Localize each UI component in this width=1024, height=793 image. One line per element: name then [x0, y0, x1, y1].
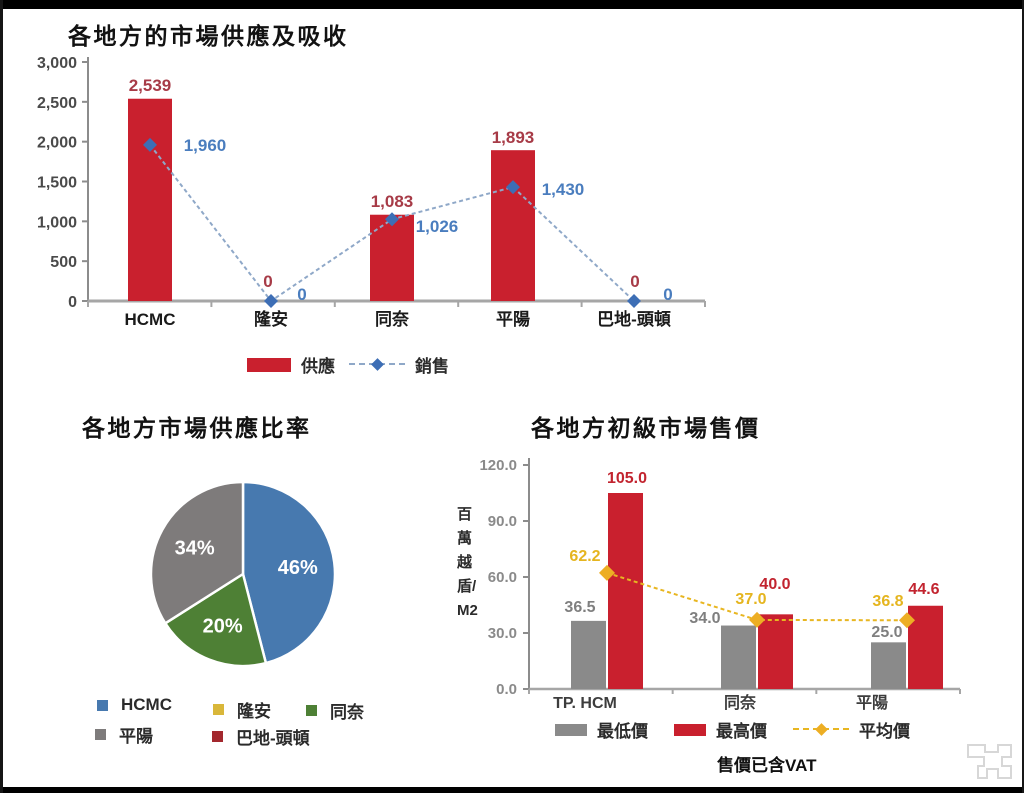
supply-absorption-chart-title: 各地方的市場供應及吸收 [68, 23, 349, 49]
svg-text:1,000: 1,000 [37, 214, 77, 231]
svg-text:2,500: 2,500 [37, 95, 77, 112]
svg-text:37.0: 37.0 [735, 591, 766, 608]
watermark-logo [967, 744, 1012, 779]
pie-legend-label-hcmc: HCMC [121, 695, 172, 714]
pie-legend-item-longan: 隆安 [213, 697, 271, 722]
pie-legend-label-bariavungtau: 巴地-頭頓 [236, 729, 310, 748]
legend-label-supply: 供應 [301, 357, 335, 376]
svg-text:0: 0 [297, 285, 306, 304]
svg-text:105.0: 105.0 [607, 470, 647, 487]
svg-text:0: 0 [68, 294, 77, 311]
svg-text:40.0: 40.0 [759, 576, 790, 593]
frame-top-border [0, 0, 1024, 9]
svg-text:同奈: 同奈 [724, 693, 757, 712]
svg-text:60.0: 60.0 [488, 569, 517, 586]
svg-text:30.0: 30.0 [488, 625, 517, 642]
sales-line-swatch [349, 357, 405, 372]
legend-label-avg-price: 平均價 [859, 722, 910, 741]
price-chart-y-axis-label: 百萬越盾/M2 [457, 506, 478, 619]
pie-legend-item-bariavungtau: 巴地-頭頓 [212, 724, 310, 749]
svg-text:1,893: 1,893 [492, 128, 535, 147]
legend-item-sales: 銷售 [349, 352, 449, 377]
svg-text:36.5: 36.5 [564, 599, 595, 616]
svg-text:平陽: 平陽 [856, 694, 888, 712]
svg-text:20%: 20% [203, 615, 243, 637]
svg-text:500: 500 [50, 254, 77, 271]
svg-text:1,083: 1,083 [371, 192, 414, 211]
svg-text:1,430: 1,430 [542, 180, 585, 199]
pie-legend-item-dongnai: 同奈 [306, 698, 364, 723]
svg-text:90.0: 90.0 [488, 513, 517, 530]
dongnai-swatch [306, 705, 317, 716]
svg-text:3,000: 3,000 [37, 55, 77, 72]
svg-text:同奈: 同奈 [375, 309, 410, 329]
avg-diamond-marker-icon [814, 722, 828, 736]
svg-text:25.0: 25.0 [871, 624, 902, 641]
svg-text:1,960: 1,960 [184, 136, 227, 155]
svg-text:TP. HCM: TP. HCM [553, 695, 617, 712]
svg-text:46%: 46% [278, 557, 318, 579]
svg-text:120.0: 120.0 [479, 457, 517, 474]
pie-legend-item-hcmc: HCMC [97, 695, 172, 715]
legend-item-avg-price: 平均價 [793, 717, 910, 742]
svg-text:HCMC: HCMC [125, 310, 176, 329]
frame-right-border [1022, 0, 1024, 793]
avg-price-line-swatch [793, 722, 849, 737]
svg-text:平陽: 平陽 [496, 310, 530, 329]
svg-text:34%: 34% [175, 537, 215, 559]
svg-text:34.0: 34.0 [689, 610, 720, 627]
max-price-swatch [674, 723, 706, 736]
primary-price-chart-title: 各地方初級市場售價 [531, 415, 761, 441]
legend-label-max-price: 最高價 [716, 722, 767, 741]
svg-text:62.2: 62.2 [569, 548, 600, 565]
svg-text:36.8: 36.8 [872, 593, 903, 610]
svg-text:0.0: 0.0 [496, 681, 517, 698]
frame-bottom-border [0, 787, 1024, 793]
supply-absorption-plot: 0 500 1,000 1,500 2,000 2,500 3,000 2,539 0 1,083… [37, 55, 706, 329]
legend-label-min-price: 最低價 [597, 722, 648, 741]
supply-absorption-legend: 供應 銷售 [247, 352, 449, 377]
legend-label-sales: 銷售 [415, 357, 449, 376]
hcmc-swatch [97, 699, 108, 711]
svg-text:2,000: 2,000 [37, 135, 77, 152]
svg-text:1,026: 1,026 [416, 217, 459, 236]
svg-text:巴地-頭頓: 巴地-頭頓 [597, 309, 671, 329]
binhduong-swatch [95, 729, 106, 740]
svg-text:隆安: 隆安 [254, 309, 288, 329]
svg-text:1,500: 1,500 [37, 175, 77, 192]
svg-text:0: 0 [630, 272, 639, 291]
pie-legend-label-dongnai: 同奈 [330, 703, 364, 722]
vat-note: 售價已含VAT [717, 756, 817, 775]
primary-price-legend: 最低價 最高價 平均價 [555, 717, 910, 742]
primary-price-plot: 0.0 30.0 60.0 90.0 120.0 36.5 34.0 25.0 105.0 40.… [479, 457, 961, 712]
pie-legend-item-binhduong: 平陽 [95, 722, 153, 747]
sales-diamond-marker-icon [370, 357, 384, 371]
bariavungtau-swatch [212, 731, 223, 742]
pie-legend-label-longan: 隆安 [237, 702, 271, 721]
svg-text:44.6: 44.6 [908, 581, 939, 598]
supply-swatch [247, 357, 291, 372]
svg-text:0: 0 [663, 285, 672, 304]
longan-swatch [213, 704, 224, 715]
svg-text:0: 0 [263, 272, 272, 291]
legend-item-max-price: 最高價 [674, 717, 767, 742]
pie-legend-label-binhduong: 平陽 [119, 727, 153, 746]
legend-item-min-price: 最低價 [555, 717, 648, 742]
svg-text:2,539: 2,539 [129, 76, 172, 95]
legend-item-supply: 供應 [247, 352, 335, 377]
min-price-swatch [555, 723, 587, 736]
supply-share-pie-plot: 46% 20% 34% [149, 480, 337, 668]
frame-left-border [0, 0, 3, 793]
supply-share-pie-title: 各地方市場供應比率 [82, 415, 312, 441]
